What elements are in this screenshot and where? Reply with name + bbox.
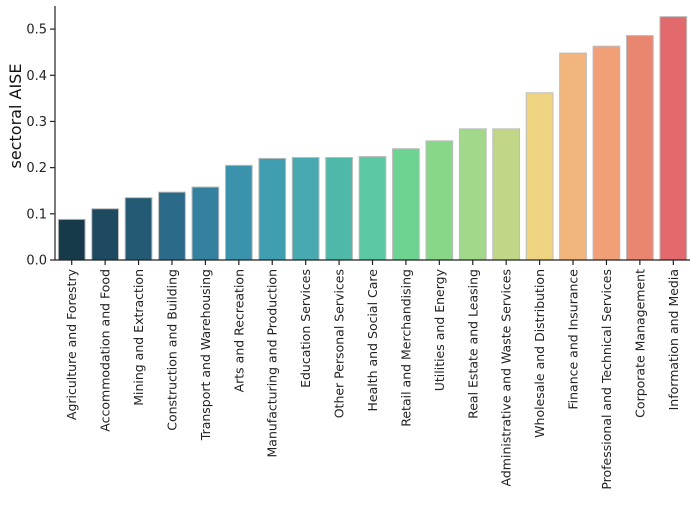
bar — [492, 128, 521, 261]
x-tick-label: Other Personal Services — [332, 269, 347, 418]
x-tick-label: Agriculture and Forestry — [64, 268, 79, 420]
x-tick-label: Professional and Technical Services — [599, 269, 614, 490]
x-tick-label: Finance and Insurance — [566, 269, 581, 410]
y-tick-label: 0.2 — [26, 161, 47, 176]
bar — [425, 140, 454, 261]
bar — [458, 128, 487, 261]
x-tick-label: Wholesale and Distribution — [532, 269, 547, 438]
bar — [358, 156, 387, 261]
x-axis: Agriculture and Forestry Accommodation an… — [55, 259, 690, 490]
bar — [91, 208, 120, 261]
x-tick-label: Arts and Recreation — [231, 269, 246, 392]
x-tick-label: Mining and Extraction — [131, 269, 146, 406]
x-tick-label: Retail and Merchandising — [398, 269, 413, 427]
bar — [626, 35, 654, 261]
x-tick-label: Construction and Building — [164, 269, 179, 431]
x-tick-label: Manufacturing and Production — [265, 269, 280, 457]
bar — [592, 45, 621, 261]
x-tick-label: Real Estate and Leasing — [465, 269, 480, 419]
y-tick-label: 0.0 — [26, 254, 47, 269]
bar — [191, 186, 220, 261]
bar — [559, 52, 587, 261]
bar — [291, 156, 320, 261]
y-tick-label: 0.1 — [26, 207, 47, 222]
x-tick-label: Administrative and Waste Services — [499, 269, 514, 486]
bar — [392, 148, 420, 261]
bar — [57, 218, 86, 261]
x-tick-label: Utilities and Energy — [432, 268, 447, 391]
x-tick-label: Health and Social Care — [365, 269, 380, 412]
bar — [325, 156, 353, 261]
x-tick-label: Information and Media — [666, 269, 681, 410]
y-tick-label: 0.5 — [26, 23, 47, 38]
y-axis-title: sectoral AISE — [6, 64, 25, 169]
bar — [525, 92, 554, 261]
bar — [659, 16, 688, 261]
bar — [224, 164, 253, 261]
x-tick-label: Transport and Warehousing — [198, 269, 213, 441]
x-tick-label: Corporate Management — [632, 269, 647, 418]
x-tick-label: Education Services — [298, 269, 313, 388]
x-tick-label: Accommodation and Food — [98, 269, 113, 432]
y-tick-label: 0.3 — [26, 115, 47, 130]
y-axis: 0.0 0.1 0.2 0.3 0.4 0.5 — [26, 6, 56, 269]
bar — [124, 197, 153, 261]
bar — [258, 157, 287, 261]
y-tick-label: 0.4 — [26, 69, 47, 84]
bars — [57, 16, 688, 261]
bar — [158, 191, 186, 261]
